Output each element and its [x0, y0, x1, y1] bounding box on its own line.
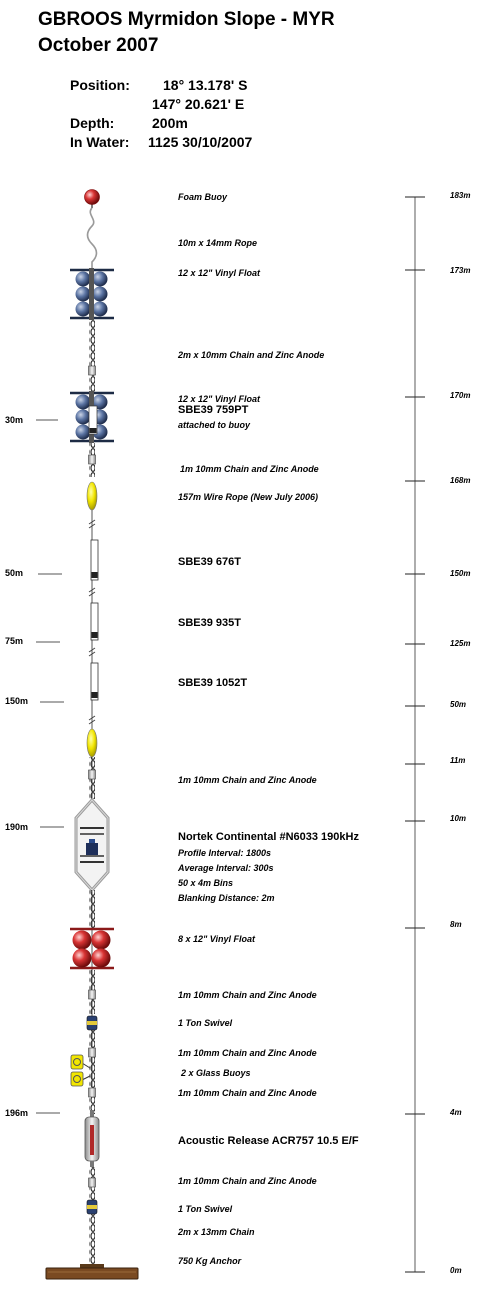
component-label: 2m x 13mm Chain: [178, 1227, 255, 1237]
anchor: [45, 1264, 139, 1280]
adcp-frame: [74, 797, 110, 893]
component-label: 1m 10mm Chain and Zinc Anode: [178, 775, 317, 785]
zinc-anode: [88, 989, 96, 1000]
position-label: Position:: [70, 77, 130, 93]
sbe39-676t-instrument: [90, 539, 99, 581]
component-label: 2m x 10mm Chain and Zinc Anode: [178, 350, 325, 360]
height-scale: [405, 196, 425, 1273]
scale-label: 50m: [450, 700, 467, 709]
instrument-name: SBE39 676T: [178, 556, 241, 568]
instrument-name: Acoustic Release ACR757 10.5 E/F: [178, 1135, 359, 1147]
swivel: [86, 1015, 98, 1031]
inwater-label: In Water:: [70, 134, 130, 150]
component-label: 157m Wire Rope (New July 2006): [178, 492, 318, 502]
instrument-name: Nortek Continental #N6033 190kHz: [178, 831, 359, 843]
vinyl-float-cluster-red: [70, 927, 114, 970]
zinc-anode: [88, 1087, 96, 1098]
scale-label: 173m: [450, 266, 471, 275]
chain: [89, 1057, 95, 1114]
diagram-title: GBROOS Myrmidon Slope - MYR: [38, 9, 335, 30]
component-label: 1m 10mm Chain and Zinc Anode: [178, 990, 317, 1000]
glass-buoys: [70, 1054, 91, 1087]
depth-value: 200m: [152, 115, 188, 131]
scale-label: 0m: [450, 1266, 462, 1275]
component-label: 1 Ton Swivel: [178, 1204, 233, 1214]
scale-label: 183m: [450, 191, 471, 200]
scale-label: 150m: [450, 569, 471, 578]
component-label: 1m 10mm Chain and Zinc Anode: [178, 1088, 317, 1098]
component-label: 750 Kg Anchor: [178, 1256, 242, 1266]
component-label: 1m 10mm Chain and Zinc Anode: [178, 1176, 317, 1186]
latitude: 18° 13.178' S: [163, 77, 248, 93]
scale-label: 11m: [450, 756, 466, 765]
instrument-depth: 50m: [5, 568, 24, 578]
instrument-depth: 196m: [5, 1108, 29, 1118]
scale-label: 125m: [450, 639, 471, 648]
sbe39-935t-instrument: [90, 602, 99, 641]
instrument-name: SBE39 759PT: [178, 404, 249, 416]
zinc-anode: [88, 769, 96, 780]
chain: [89, 320, 95, 392]
zinc-anode: [88, 454, 96, 465]
zinc-anode: [88, 1177, 96, 1188]
yellow-buoy: [86, 728, 98, 758]
scale-label: 10m: [450, 814, 467, 823]
instrument-name: SBE39 935T: [178, 617, 241, 629]
component-label: 12 x 12" Vinyl Float: [178, 268, 260, 278]
instrument-detail: 50 x 4m Bins: [178, 878, 234, 888]
swivel: [86, 1199, 98, 1215]
chain: [89, 1214, 95, 1266]
diagram-subtitle: October 2007: [38, 35, 159, 56]
component-label: 1m 10mm Chain and Zinc Anode: [178, 1048, 317, 1058]
instrument-depth: 150m: [5, 696, 29, 706]
component-label: 2 x Glass Buoys: [181, 1068, 251, 1078]
component-label: 1m 10mm Chain and Zinc Anode: [180, 464, 319, 474]
zinc-anode: [88, 1047, 96, 1058]
vinyl-float-cluster-top: [70, 268, 114, 320]
instrument-depth: 75m: [5, 636, 24, 646]
component-label: Foam Buoy: [178, 192, 228, 202]
scale-label: 8m: [450, 920, 462, 929]
inwater-value: 1125 30/10/2007: [148, 134, 253, 150]
depth-label: Depth:: [70, 115, 115, 131]
instrument-detail: Profile Interval: 1800s: [178, 848, 272, 858]
instrument-detail: Blanking Distance: 2m: [178, 893, 275, 903]
instrument-depth: 190m: [5, 822, 29, 832]
vinyl-float-cluster-upper: [70, 391, 114, 443]
component-label: 8 x 12" Vinyl Float: [178, 934, 255, 944]
component-label: 1 Ton Swivel: [178, 1018, 233, 1028]
instrument-depth: 30m: [5, 415, 24, 425]
rope: [86, 207, 98, 268]
instrument-name: SBE39 1052T: [178, 677, 248, 689]
scale-label: 4m: [450, 1108, 462, 1117]
chain: [89, 890, 95, 928]
component-label: 12 x 12" Vinyl Float: [178, 394, 260, 404]
depth-ticks: [36, 419, 64, 1114]
instrument-note: attached to buoy: [178, 420, 251, 430]
zinc-anode: [88, 365, 96, 376]
longitude: 147° 20.621' E: [152, 96, 245, 112]
scale-label: 170m: [450, 391, 471, 400]
instrument-detail: Average Interval: 300s: [178, 863, 274, 873]
wire-rope-markers: [88, 519, 96, 725]
component-label: 10m x 14mm Rope: [178, 238, 258, 248]
sbe39-1052t-instrument: [90, 662, 99, 701]
foam-buoy: [84, 189, 100, 208]
chain: [89, 1030, 95, 1056]
scale-label: 168m: [450, 476, 471, 485]
acoustic-release: [84, 1110, 100, 1167]
yellow-buoy: [86, 481, 98, 511]
